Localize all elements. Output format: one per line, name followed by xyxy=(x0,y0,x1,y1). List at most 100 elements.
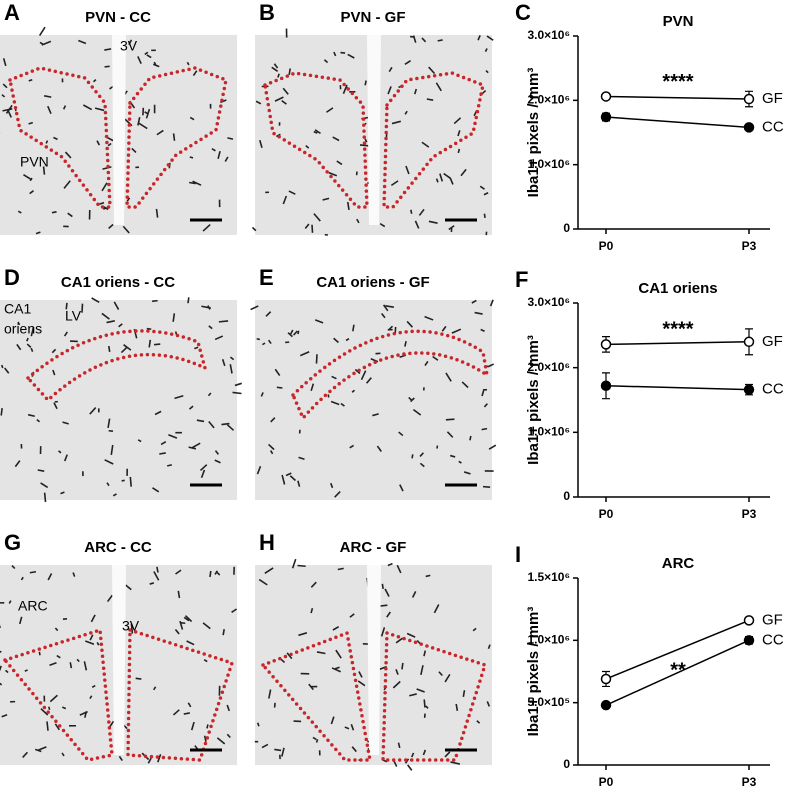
microglia-cell xyxy=(199,464,208,472)
region-label: CA1 xyxy=(4,301,31,317)
microglia-cell xyxy=(200,469,206,479)
microglia-cell xyxy=(153,686,157,691)
microglia-cell xyxy=(457,130,461,137)
microglia-cell xyxy=(104,65,110,68)
microglia-cell xyxy=(137,116,141,126)
microglia-cell xyxy=(477,35,481,41)
microglia-cell xyxy=(186,61,190,66)
x-tick-label: P0 xyxy=(599,507,614,521)
microglia-cell xyxy=(221,359,226,367)
microglia-cell xyxy=(271,66,279,72)
microglia-cell xyxy=(2,58,7,67)
microglia-cell xyxy=(153,61,157,67)
microglia-cell xyxy=(310,581,317,588)
microglia-cell xyxy=(106,482,110,487)
microglia-cell xyxy=(347,53,355,59)
microglia-cell xyxy=(118,323,123,328)
microglia-cell xyxy=(61,752,65,757)
microglia-cell xyxy=(399,484,404,492)
microglia-cell xyxy=(49,662,57,667)
microglia-cell xyxy=(412,408,422,416)
microglia-cell xyxy=(360,370,367,381)
microglia-cell xyxy=(40,708,49,716)
microglia-cell xyxy=(418,208,425,216)
microglia-cell xyxy=(310,607,314,614)
microglia-cell xyxy=(79,710,88,716)
microglia-cell xyxy=(65,302,68,310)
microglia-cell xyxy=(216,737,226,745)
significance-annotation: ** xyxy=(670,659,686,681)
microglia-cell xyxy=(401,662,404,670)
microglia-cell xyxy=(448,225,455,231)
microglia-cell xyxy=(53,136,58,141)
microglia-cell xyxy=(38,26,46,37)
microglia-cell xyxy=(159,452,166,455)
y-tick-label: 1.5×10⁶ xyxy=(527,570,570,584)
microglia-cell xyxy=(273,63,279,69)
series-line xyxy=(605,385,750,391)
microglia-cell xyxy=(122,225,130,234)
microglia-cell xyxy=(69,662,73,669)
microglia-cell xyxy=(314,319,324,324)
microglia-cell xyxy=(310,383,315,392)
microglia-cell xyxy=(153,571,160,581)
region-outline xyxy=(260,630,373,762)
microglia-cell xyxy=(16,343,22,351)
y-axis-label: Iba1+ pixels / mm³ xyxy=(525,68,542,198)
region-outline xyxy=(7,66,112,209)
microglia-cell xyxy=(196,419,205,423)
microglia-cell xyxy=(203,658,208,663)
microglia-cell xyxy=(350,723,355,731)
microglia-cell xyxy=(337,567,344,571)
microglia-cell xyxy=(44,95,52,98)
microglia-cell xyxy=(101,312,110,320)
microglia-cell xyxy=(125,584,132,591)
microglia-cell xyxy=(381,313,386,319)
microglia-cell xyxy=(410,397,415,403)
microglia-cell xyxy=(299,351,310,357)
series-line xyxy=(605,619,750,680)
microglia-cell xyxy=(404,341,407,347)
microglia-cell xyxy=(224,156,229,162)
micrograph xyxy=(255,300,492,500)
microglia-cell xyxy=(453,117,462,125)
microglia-cell xyxy=(227,137,234,140)
microglia-cell xyxy=(358,671,363,678)
panel-letter: B xyxy=(259,0,275,25)
microglia-cell xyxy=(183,616,190,622)
region-label: ARC xyxy=(18,598,48,614)
microglia-cell xyxy=(190,721,195,731)
microglia-cell xyxy=(359,144,369,147)
microglia-cell xyxy=(191,442,201,449)
microglia-cell xyxy=(289,475,297,482)
microglia-cell xyxy=(37,469,45,472)
region-outline xyxy=(263,71,369,209)
panel-title: PVN - CC xyxy=(85,9,151,26)
microglia-cell xyxy=(29,570,37,574)
region-label: 3V xyxy=(122,618,140,634)
microglia-cell xyxy=(72,572,76,577)
microglia-cell xyxy=(63,180,71,189)
x-tick-label: P3 xyxy=(742,239,757,253)
microglia-cell xyxy=(479,185,485,190)
microglia-cell xyxy=(435,82,442,92)
microglia-cell xyxy=(52,369,56,376)
panel-title: ARC - CC xyxy=(84,539,152,556)
data-point xyxy=(600,673,612,685)
microglia-cell xyxy=(388,66,393,73)
region-outline xyxy=(125,66,229,209)
microglia-cell xyxy=(17,321,21,326)
microglia-cell xyxy=(380,627,386,637)
microglia-cell xyxy=(483,213,486,218)
microglia-cell xyxy=(379,222,386,228)
series-label: GF xyxy=(762,90,783,107)
microglia-cell xyxy=(156,129,164,136)
microglia-cell xyxy=(316,651,326,655)
microglia-cell xyxy=(424,315,434,321)
microglia-cell xyxy=(297,564,306,568)
microglia-cell xyxy=(393,760,398,767)
microglia-cell xyxy=(435,178,439,183)
microglia-cell xyxy=(107,418,111,429)
microglia-cell xyxy=(330,400,340,406)
microglia-cell xyxy=(461,381,469,389)
